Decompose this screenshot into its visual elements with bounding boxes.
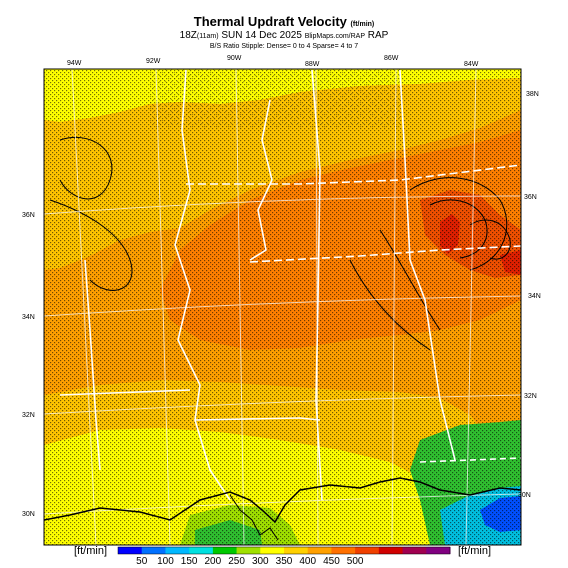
credit-text: BlipMaps.com/RAP bbox=[304, 33, 365, 40]
legend-color-swatch bbox=[402, 547, 427, 554]
grid-lat-30n bbox=[44, 493, 521, 515]
lat-label: 32N bbox=[22, 412, 35, 419]
legend-tick-label: 400 bbox=[299, 556, 316, 567]
gulf-coastline bbox=[44, 477, 521, 524]
border-east bbox=[399, 69, 456, 461]
contour-northeast-3 bbox=[469, 219, 511, 260]
lat-label: 30N bbox=[518, 492, 531, 499]
legend-tick-label: 200 bbox=[205, 556, 222, 567]
stipple-note: B/S Ratio Stipple: Dense= 0 to 4 Sparse=… bbox=[209, 43, 359, 50]
grid-lon-86w bbox=[391, 69, 397, 545]
grid-lat-36n bbox=[44, 195, 521, 215]
lat-label: 36N bbox=[524, 194, 537, 201]
stipple-dense bbox=[44, 69, 521, 545]
border-ar-la bbox=[59, 389, 191, 396]
lon-label: 86W bbox=[384, 55, 399, 62]
stipple-sparse bbox=[150, 69, 400, 129]
grid-lon-94w bbox=[71, 69, 97, 545]
graticule-lines bbox=[44, 69, 521, 545]
lon-label: 88W bbox=[305, 61, 320, 68]
forecast-date: SUN 14 Dec 2025 bbox=[221, 30, 302, 41]
lon-label: 90W bbox=[227, 55, 242, 62]
valid-time-tag: (11am) bbox=[196, 33, 219, 40]
grid-lat-32n bbox=[44, 394, 521, 415]
lat-labels-left: 36N 34N 32N 30N bbox=[22, 212, 35, 518]
border-ms-la bbox=[194, 417, 321, 421]
lat-label: 38N bbox=[526, 91, 539, 98]
title-text: Thermal Updraft Velocity bbox=[193, 14, 347, 29]
legend-color-swatch bbox=[141, 547, 166, 554]
lat-label: 32N bbox=[524, 393, 537, 400]
valid-time: 18Z bbox=[179, 30, 197, 41]
legend-color-swatch bbox=[331, 547, 356, 554]
border-central bbox=[311, 69, 323, 501]
model-name: RAP bbox=[367, 30, 389, 41]
border-ok-tx bbox=[84, 259, 101, 471]
contour-east-1 bbox=[379, 229, 441, 331]
legend-color-swatch bbox=[355, 547, 380, 554]
legend-color-swatch bbox=[165, 547, 190, 554]
legend-color-swatch bbox=[307, 547, 332, 554]
legend-tick-label: 300 bbox=[252, 556, 269, 567]
legend-color-swatch bbox=[378, 547, 404, 554]
legend-unit-left: [ft/min] bbox=[74, 545, 108, 557]
lat-label: 34N bbox=[22, 314, 35, 321]
grid-lon-88w bbox=[315, 69, 319, 545]
border-river-east bbox=[249, 99, 273, 261]
lon-labels: 94W 92W 90W 88W 86W 84W bbox=[67, 55, 479, 68]
color-legend: 50 100 150 200 250 300 350 400 450 500 bbox=[117, 546, 451, 567]
title-units: (ft/min) bbox=[350, 21, 375, 28]
legend-color-swatch bbox=[236, 547, 261, 554]
legend-tick-label: 350 bbox=[276, 556, 293, 567]
legend-color-swatch bbox=[426, 547, 451, 554]
contour-northeast-1 bbox=[409, 177, 508, 271]
legend-frame bbox=[117, 546, 451, 555]
legend-tick-label: 100 bbox=[157, 556, 174, 567]
grid-lon-84w bbox=[465, 69, 477, 545]
legend-tick-label: 150 bbox=[181, 556, 198, 567]
legend-unit-right: [ft/min] bbox=[458, 545, 492, 557]
lat-labels-right: 38N 36N 34N 32N 30N bbox=[518, 91, 541, 499]
legend-tick-label: 450 bbox=[323, 556, 340, 567]
map-subtitle: 18Z(11am) SUN 14 Dec 2025 BlipMaps.com/R… bbox=[0, 30, 568, 41]
contour-northwest bbox=[59, 136, 113, 200]
border-ga-fl bbox=[419, 457, 521, 463]
lon-label: 92W bbox=[146, 58, 161, 65]
legend-tick-label: 500 bbox=[347, 556, 364, 567]
grid-lon-92w bbox=[155, 69, 171, 545]
legend-color-swatch bbox=[284, 547, 309, 554]
lon-label: 94W bbox=[67, 60, 82, 67]
map-frame bbox=[43, 68, 522, 546]
border-river-west bbox=[174, 69, 231, 501]
lat-label: 30N bbox=[22, 511, 35, 518]
grid-lat-34n bbox=[44, 295, 521, 317]
border-tn-south bbox=[249, 245, 521, 263]
delta-coast bbox=[229, 494, 279, 541]
map-title: Thermal Updraft Velocity (ft/min) bbox=[0, 14, 568, 29]
state-borders bbox=[59, 69, 521, 501]
legend-tick-label: 50 bbox=[136, 556, 148, 567]
map-field bbox=[44, 69, 521, 545]
contour-east-2 bbox=[349, 259, 431, 351]
legend-color-swatch bbox=[260, 547, 285, 554]
lat-label: 36N bbox=[22, 212, 35, 219]
lat-label: 34N bbox=[528, 293, 541, 300]
legend-tick-label: 250 bbox=[228, 556, 245, 567]
grid-lon-90w bbox=[235, 69, 245, 545]
legend-color-swatch bbox=[212, 547, 238, 554]
legend-color-swatch bbox=[118, 547, 143, 554]
contour-lines bbox=[49, 136, 511, 351]
lon-label: 84W bbox=[464, 61, 479, 68]
legend-color-swatch bbox=[189, 547, 214, 554]
